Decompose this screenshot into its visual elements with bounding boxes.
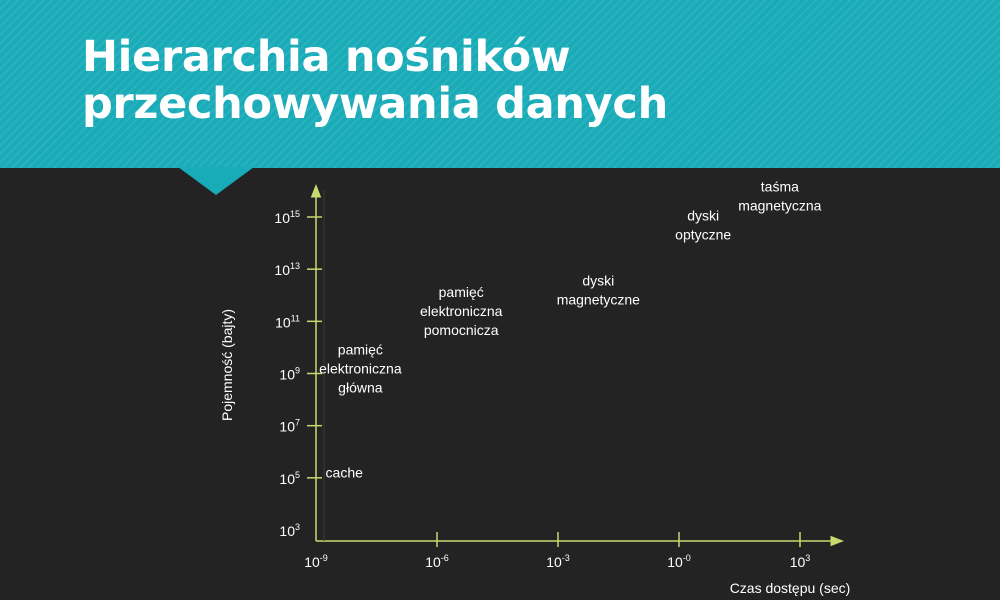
y-tick-label: 1015	[274, 209, 300, 226]
x-tick-label: 10-3	[546, 553, 570, 570]
point-label-cache: cache	[326, 465, 364, 481]
point-label-dyski-optyczne: dyski optyczne	[675, 207, 731, 242]
point-label-pamiec-pomocnicza: pamięć elektroniczna pomocnicza	[420, 284, 503, 338]
title-banner	[0, 0, 1000, 168]
x-tick-label: 10-9	[304, 553, 328, 570]
y-tick-label: 1011	[275, 313, 300, 330]
point-label-tasma-magnetyczna: taśma magnetyczna	[738, 179, 821, 214]
y-axis-label: Pojemność (bajty)	[219, 309, 235, 421]
y-tick-label: 1013	[274, 261, 300, 278]
y-tick-label: 105	[279, 470, 300, 487]
x-tick-label: 10-0	[667, 553, 691, 570]
point-label-dyski-magnetyczne: dyski magnetyczne	[557, 273, 640, 308]
x-tick-label: 103	[790, 553, 811, 570]
title-banner-notch	[178, 167, 254, 195]
x-axis-label: Czas dostępu (sec)	[730, 580, 851, 596]
y-tick-label: 103	[279, 522, 300, 539]
y-tick-label: 107	[279, 418, 300, 435]
y-tick-label: 109	[279, 366, 300, 383]
slide-title: Hierarchia nośników przechowywania danyc…	[82, 32, 668, 129]
point-label-pamiec-glowna: pamięć elektroniczna główna	[319, 341, 402, 395]
x-tick-label: 10-6	[425, 553, 449, 570]
